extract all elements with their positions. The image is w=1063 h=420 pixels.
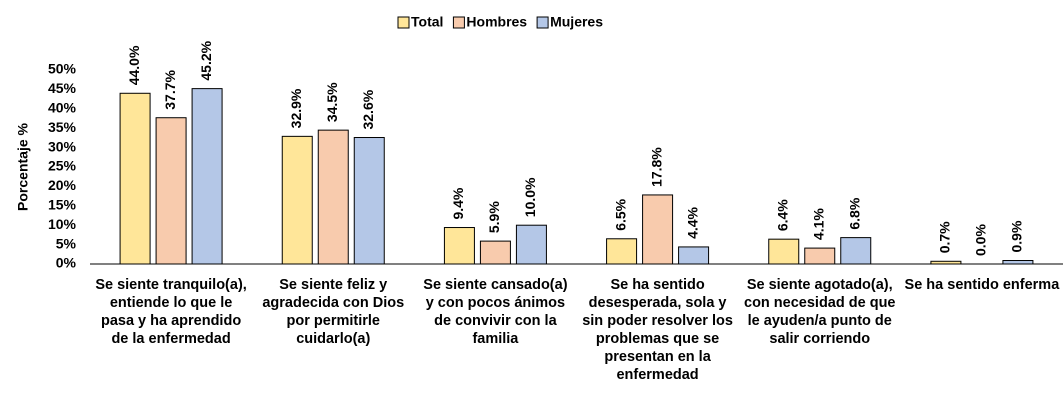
bar	[191, 88, 223, 265]
bar	[804, 247, 836, 265]
bar	[1002, 260, 1034, 265]
x-tick-label: Se siente tranquilo(a), entiende lo que …	[95, 277, 247, 347]
data-label: 44.0%	[126, 45, 142, 85]
bar	[443, 227, 475, 265]
data-label: 0.7%	[937, 221, 953, 253]
legend-swatch	[536, 16, 549, 29]
data-label: 4.1%	[810, 208, 826, 240]
data-label: 6.8%	[846, 197, 862, 229]
bar	[515, 224, 547, 265]
legend-swatch	[397, 16, 410, 29]
bar	[353, 137, 385, 265]
bar	[678, 246, 710, 265]
y-tick-label: 35%	[48, 119, 77, 135]
x-tick-label: Se siente agotado(a), con necesidad de q…	[744, 277, 896, 347]
legend-swatch	[452, 16, 465, 29]
data-label: 37.7%	[162, 69, 178, 109]
y-tick-label: 30%	[48, 138, 77, 154]
bar	[840, 237, 872, 265]
y-tick-label: 45%	[48, 80, 77, 96]
y-tick-label: 40%	[48, 100, 77, 116]
legend-label: Mujeres	[550, 14, 603, 30]
bar	[155, 117, 187, 265]
x-tick-label: Se ha sentido desesperada, sola y sin po…	[582, 277, 733, 383]
data-label: 0.9%	[1009, 220, 1025, 252]
y-tick-label: 0%	[56, 255, 77, 271]
data-label: 5.9%	[486, 201, 502, 233]
bar	[479, 240, 511, 265]
bar	[119, 92, 151, 265]
x-tick-label: Se siente feliz y agradecida con Dios po…	[262, 277, 405, 347]
y-tick-label: 25%	[48, 158, 77, 174]
bar	[768, 238, 800, 265]
data-label: 6.4%	[774, 199, 790, 231]
data-label: 10.0%	[522, 177, 538, 217]
data-label: 9.4%	[450, 187, 466, 219]
y-tick-label: 5%	[56, 235, 77, 251]
y-tick-label: 20%	[48, 177, 77, 193]
data-label: 0.0%	[973, 224, 989, 256]
data-label: 4.4%	[684, 206, 700, 238]
legend-label: Hombres	[466, 14, 527, 30]
x-tick-label: Se siente cansado(a) y con pocos ánimos …	[423, 277, 568, 347]
x-tick-label: Se ha sentido enferma	[904, 277, 1060, 293]
y-tick-label: 15%	[48, 197, 77, 213]
data-label: 6.5%	[612, 198, 628, 230]
data-label: 32.6%	[360, 89, 376, 129]
y-axis-label: Porcentaje %	[15, 122, 31, 210]
y-tick-label: 10%	[48, 216, 77, 232]
bar	[930, 260, 962, 265]
data-label: 32.9%	[288, 88, 304, 128]
bar	[642, 194, 674, 265]
y-tick-label: 50%	[48, 61, 77, 77]
data-label: 34.5%	[324, 82, 340, 122]
data-label: 45.2%	[198, 40, 214, 80]
data-label: 17.8%	[648, 147, 664, 187]
bar	[606, 238, 638, 265]
bar	[281, 135, 313, 265]
legend-label: Total	[411, 14, 443, 30]
bar	[317, 129, 349, 265]
